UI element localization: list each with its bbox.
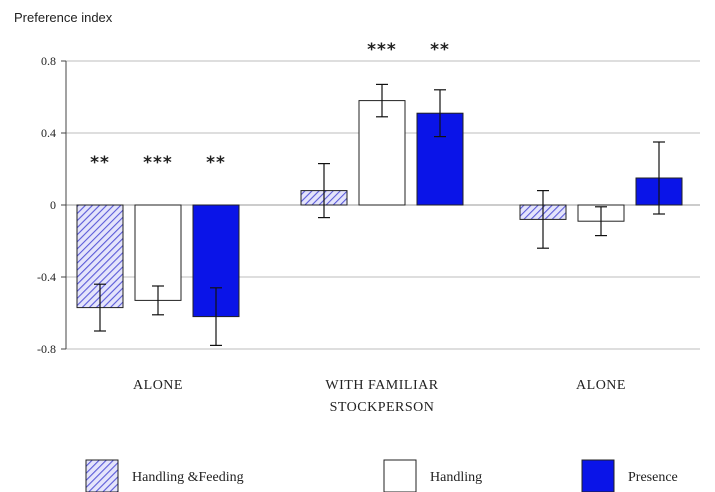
significance-label: *** — [367, 40, 397, 60]
category-label: STOCKPERSON — [330, 400, 435, 415]
axes — [61, 60, 67, 350]
category-label: ALONE — [133, 378, 183, 393]
y-tick-label: -0.8 — [37, 342, 56, 356]
legend-label: Handling — [430, 470, 482, 485]
bar — [358, 100, 406, 206]
significance-label: ** — [90, 153, 110, 173]
legend-label: Presence — [628, 470, 678, 485]
y-tick-label: 0.4 — [41, 126, 56, 140]
category-label: ALONE — [576, 378, 626, 393]
labels: 0.80.40-0.4-0.8** **********ALONE WITH FAM… — [37, 40, 626, 415]
y-tick-label: 0.8 — [41, 54, 56, 68]
significance-label: *** — [143, 153, 173, 173]
bars — [76, 83, 683, 346]
legend-label: Handling &Feeding — [132, 470, 244, 485]
bar — [134, 204, 182, 301]
legend: Handling &Feeding Handling Presence — [85, 459, 678, 492]
y-axis-label: Preference index — [14, 10, 113, 25]
significance-label: ** — [430, 40, 450, 60]
legend-swatch — [581, 459, 615, 492]
y-tick-label: -0.4 — [37, 270, 56, 284]
legend-swatch — [85, 459, 119, 492]
legend-swatch — [383, 459, 417, 492]
category-label: WITH FAMILIAR — [325, 378, 438, 393]
y-tick-label: 0 — [50, 198, 56, 212]
significance-label: ** — [206, 153, 226, 173]
